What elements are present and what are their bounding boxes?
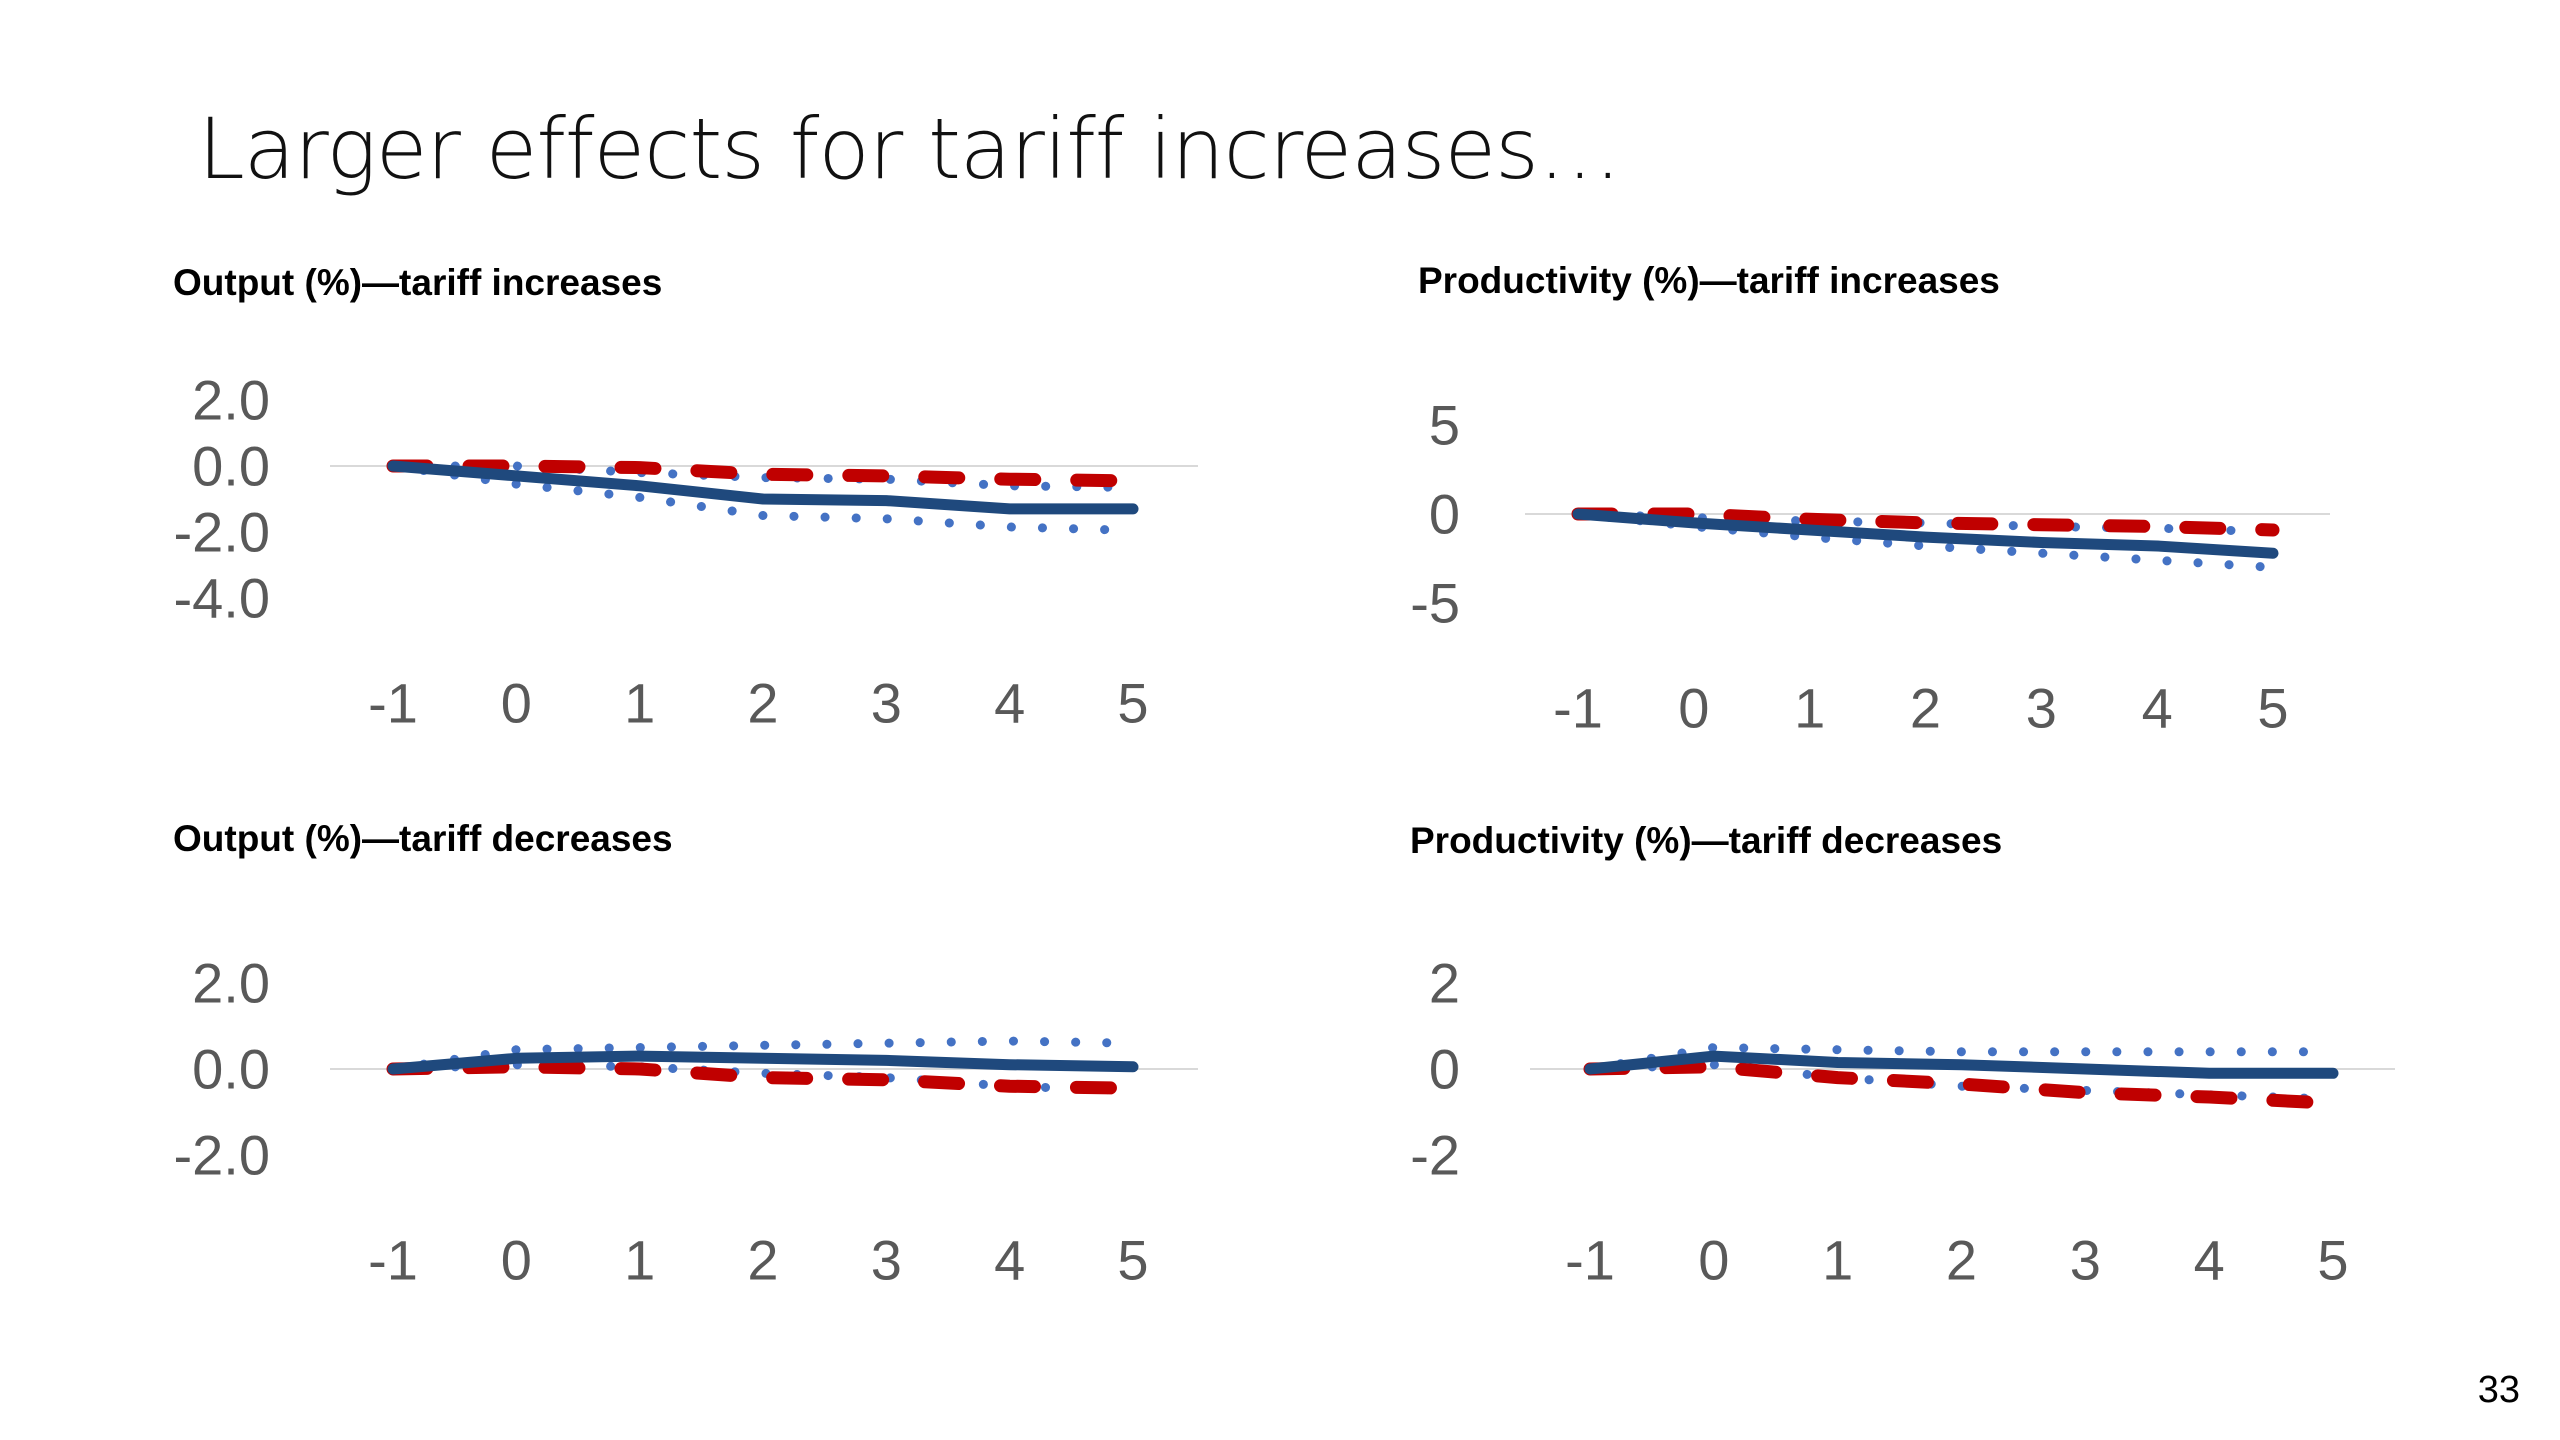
x-tick-label: 0 (1698, 1229, 1729, 1292)
upper-bound-dotted-line (388, 1036, 1138, 1074)
y-tick-label: 0.0 (192, 1038, 270, 1101)
chart-productivity-increases: Productivity (%)—tariff increases 5 0 -5 -1… (1410, 260, 2330, 740)
x-tick-label: 1 (624, 1229, 655, 1292)
upper-bound-dotted-line (388, 461, 1138, 492)
chart-title: Output (%)—tariff increases (173, 262, 663, 303)
x-tick-label: 0 (501, 672, 532, 735)
y-tick-label: 0 (1429, 483, 1460, 546)
x-tick-label: -1 (368, 672, 418, 735)
x-tick-label: 2 (1946, 1229, 1977, 1292)
x-tick-label: 2 (747, 1229, 778, 1292)
y-tick-label: -5 (1410, 572, 1460, 635)
estimate-line (1584, 1050, 2339, 1079)
chart-title: Productivity (%)—tariff decreases (1410, 820, 2003, 861)
y-tick-label: 2.0 (192, 369, 270, 432)
y-tick-label: 0.0 (192, 435, 270, 498)
chart-output-increases: Output (%)—tariff increases 2.0 0.0 -2.0 -4… (0, 0, 1280, 800)
y-tick-label: -2.0 (174, 1124, 271, 1187)
y-tick-label: 2 (1429, 952, 1460, 1015)
x-tick-label: -1 (1565, 1229, 1615, 1292)
x-tick-label: 4 (2194, 1229, 2225, 1292)
y-tick-label: 5 (1429, 394, 1460, 457)
comparison-dashed-line (1571, 507, 2280, 537)
x-tick-label: 5 (2257, 677, 2288, 740)
chart-plot: 5 0 -5 -1 0 1 2 3 4 5 (1410, 394, 2330, 740)
x-tick-label: -1 (1553, 677, 1603, 740)
y-tick-label: 2.0 (192, 952, 270, 1015)
x-tick-label: 4 (994, 1229, 1025, 1292)
x-tick-label: 2 (1910, 677, 1941, 740)
y-tick-label: -2 (1410, 1124, 1460, 1187)
y-tick-label: -4.0 (174, 567, 271, 630)
y-tick-label: 0 (1429, 1038, 1460, 1101)
lower-bound-dotted-line (388, 1060, 1138, 1095)
comparison-dashed-line (386, 1060, 1140, 1095)
comparison-dashed-line (386, 459, 1140, 488)
x-tick-label: 5 (2317, 1229, 2348, 1292)
chart-output-decreases: Output (%)—tariff decreases 2.0 0.0 -2.0 -1… (173, 818, 1198, 1292)
x-tick-label: 4 (2142, 677, 2173, 740)
upper-bound-dotted-line (1585, 1043, 2338, 1074)
x-tick-label: 3 (871, 1229, 902, 1292)
x-tick-label: 0 (1678, 677, 1709, 740)
x-tick-label: 3 (2070, 1229, 2101, 1292)
chart-plot: 2.0 0.0 -2.0 -1 0 1 2 3 4 5 (174, 952, 1198, 1292)
lower-bound-dotted-line (388, 461, 1138, 535)
x-tick-label: 5 (1117, 1229, 1148, 1292)
estimate-line (387, 460, 1139, 515)
chart-title: Output (%)—tariff decreases (173, 818, 673, 859)
x-tick-label: 3 (2026, 677, 2057, 740)
page-number: 33 (2477, 1369, 2520, 1411)
x-tick-label: 1 (1794, 677, 1825, 740)
x-tick-label: 1 (624, 672, 655, 735)
x-tick-label: 0 (501, 1229, 532, 1292)
x-tick-label: 4 (994, 672, 1025, 735)
chart-plot: 2.00.0-2.0-4.0 -1 0 1 2 3 4 5 (174, 369, 1198, 735)
y-tick-label: -2.0 (174, 501, 271, 564)
slide-title: Larger effects for tariff increases… (198, 100, 1622, 198)
x-tick-label: 3 (871, 672, 902, 735)
x-tick-label: 1 (1822, 1229, 1853, 1292)
estimate-line (387, 1050, 1139, 1075)
x-tick-label: 5 (1117, 672, 1148, 735)
x-tick-label: -1 (368, 1229, 418, 1292)
x-tick-label: 2 (747, 672, 778, 735)
estimate-line (1572, 508, 2279, 559)
comparison-dashed-line (1583, 1060, 2340, 1110)
chart-title: Productivity (%)—tariff increases (1418, 260, 2000, 301)
